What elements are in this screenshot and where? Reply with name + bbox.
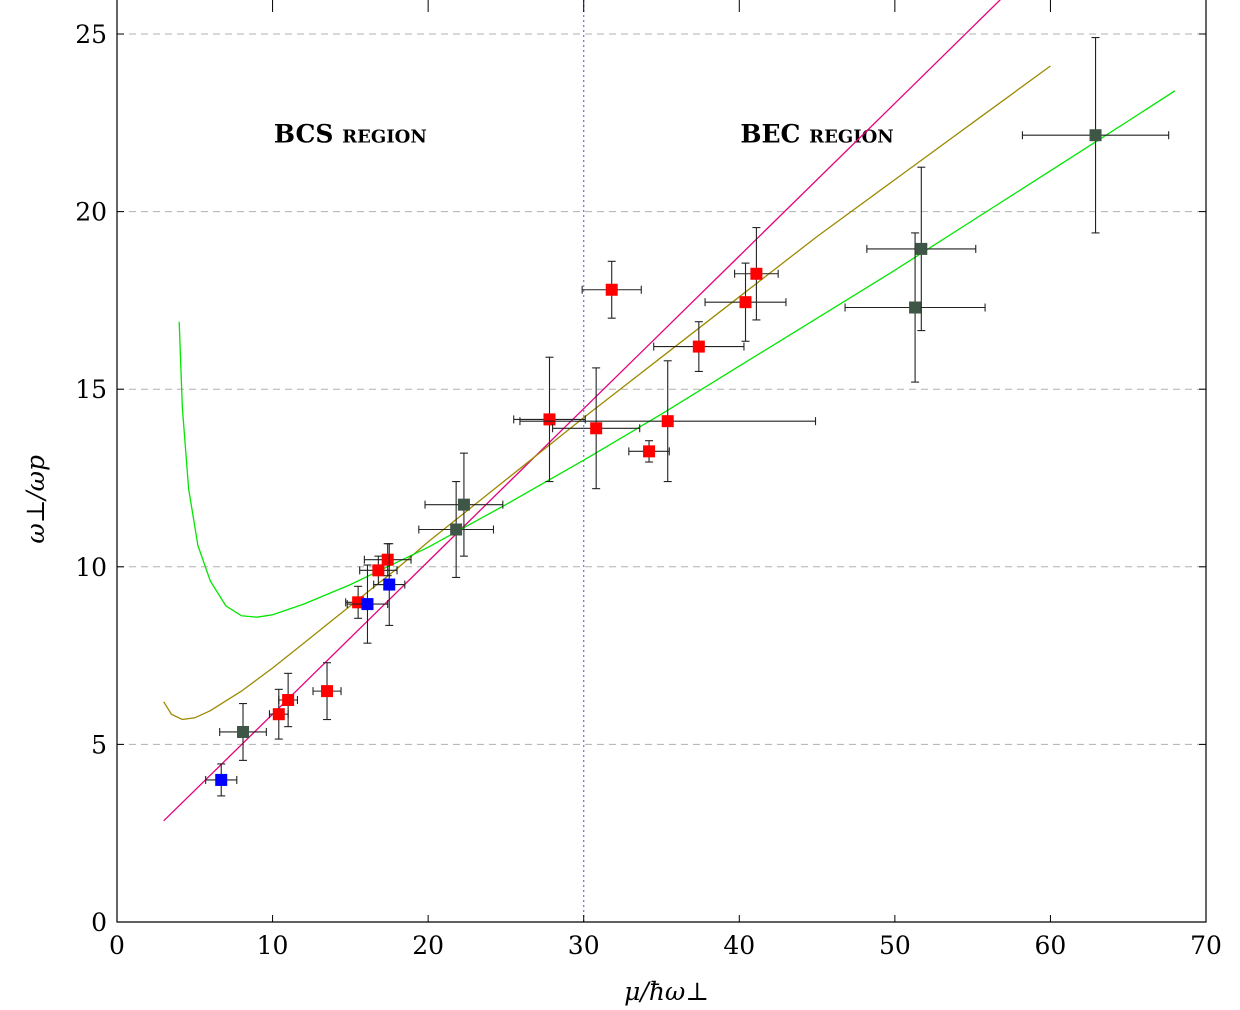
y-tick-label: 20 <box>75 198 107 227</box>
x-tick-label: 70 <box>1190 931 1222 960</box>
data-point <box>552 367 641 490</box>
y-tick-label: 15 <box>75 375 107 404</box>
data-marker <box>909 301 922 314</box>
data-marker <box>372 564 385 577</box>
grid <box>117 33 1206 745</box>
data-point <box>519 360 817 483</box>
data-point <box>359 555 398 586</box>
fit-curve-3 <box>178 90 1176 618</box>
data-marker <box>381 553 394 566</box>
data-marker <box>215 773 228 786</box>
series-1 <box>268 227 817 740</box>
data-marker <box>450 523 463 536</box>
axis-ticks: 0 10 20 30 40 50 60 70 0 5 10 15 20 25 <box>75 0 1222 960</box>
data-point <box>628 440 670 463</box>
x-tick-label: 60 <box>1035 931 1067 960</box>
data-marker <box>590 422 603 435</box>
x-tick-label: 40 <box>723 931 755 960</box>
x-axis-label: μ/ħω⊥ <box>624 977 709 1006</box>
data-marker <box>605 283 618 296</box>
x-tick-label: 10 <box>257 931 289 960</box>
y-tick-label: 10 <box>75 553 107 582</box>
y-tick-label: 0 <box>91 908 107 937</box>
data-point <box>734 227 779 321</box>
data-point <box>581 260 642 319</box>
data-marker <box>915 242 928 255</box>
y-axis-label: ω⊥/ωp <box>21 455 50 544</box>
series-3 <box>219 37 1170 761</box>
data-point <box>418 481 495 579</box>
data-marker <box>282 694 295 706</box>
data-marker <box>352 596 365 609</box>
data-marker <box>739 296 752 309</box>
data-point <box>704 262 787 342</box>
data-marker <box>692 340 705 353</box>
data-point <box>424 452 504 557</box>
data-marker <box>543 413 556 426</box>
y-tick-label: 5 <box>91 730 107 759</box>
data-marker <box>321 685 334 698</box>
data-marker <box>643 445 656 458</box>
x-tick-label: 30 <box>568 931 600 960</box>
y-tick-label: 25 <box>75 20 107 49</box>
data-point <box>219 703 267 761</box>
data-point <box>653 321 745 372</box>
data-marker <box>272 708 285 721</box>
x-tick-label: 50 <box>879 931 911 960</box>
data-point <box>278 672 299 728</box>
data-point <box>205 763 238 797</box>
data-marker <box>661 415 674 428</box>
bcs-region-label: BCS region <box>274 119 427 148</box>
data-point <box>513 356 586 483</box>
fit-curve-2 <box>163 65 1051 721</box>
x-tick-label: 0 <box>109 931 125 960</box>
data-marker <box>750 267 763 280</box>
data-marker <box>237 725 250 738</box>
data-marker <box>1089 129 1102 142</box>
series-2 <box>205 543 406 797</box>
data-point <box>363 543 412 577</box>
x-tick-label: 20 <box>412 931 444 960</box>
plot-frame <box>116 0 1207 923</box>
data-marker <box>457 498 470 511</box>
data-marker <box>361 598 374 611</box>
data-marker <box>383 578 396 591</box>
data-point <box>1021 37 1170 234</box>
data-point <box>866 166 977 332</box>
bec-region-label: BEC region <box>740 119 893 148</box>
data-point <box>346 564 389 644</box>
data-point <box>373 543 406 626</box>
data-point <box>312 662 342 721</box>
data-point <box>844 232 986 383</box>
